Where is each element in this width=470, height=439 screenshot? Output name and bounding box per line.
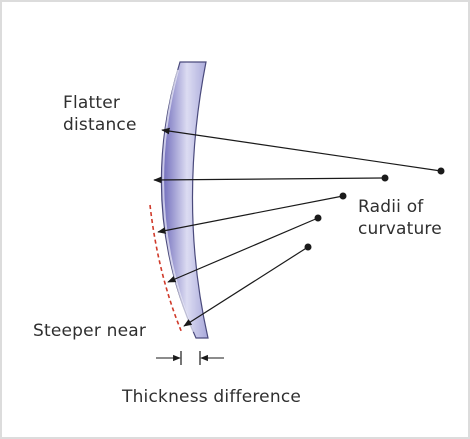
thickness-indicator (156, 351, 224, 365)
center-point-5 (304, 243, 312, 251)
radius-center-points (304, 167, 445, 251)
flatter-distance-label-line-1: Flatter (63, 93, 121, 113)
steeper-near-dashed-curve (149, 204, 183, 334)
center-point-4 (314, 214, 322, 222)
lens-front-surface-highlight (162, 69, 194, 333)
center-point-1 (437, 167, 445, 175)
radius-rays (153, 127, 442, 327)
radii-label-line-2: curvature (358, 219, 442, 239)
radius-ray-3 (157, 195, 344, 234)
thickness-difference-label: Thickness difference (122, 387, 302, 407)
flatter-distance-label: Flatter distance (63, 92, 137, 136)
radius-ray-2 (153, 176, 386, 184)
radius-ray-1 (161, 127, 442, 172)
radii-of-curvature-label: Radii of curvature (358, 196, 442, 240)
flatter-distance-label-line-2: distance (63, 115, 137, 135)
center-point-2 (381, 174, 389, 182)
radius-ray-5 (183, 246, 309, 327)
radii-label-line-1: Radii of (358, 197, 424, 217)
steeper-near-label: Steeper near (33, 321, 147, 341)
center-point-3 (339, 192, 347, 200)
radius-ray-4 (167, 217, 319, 283)
